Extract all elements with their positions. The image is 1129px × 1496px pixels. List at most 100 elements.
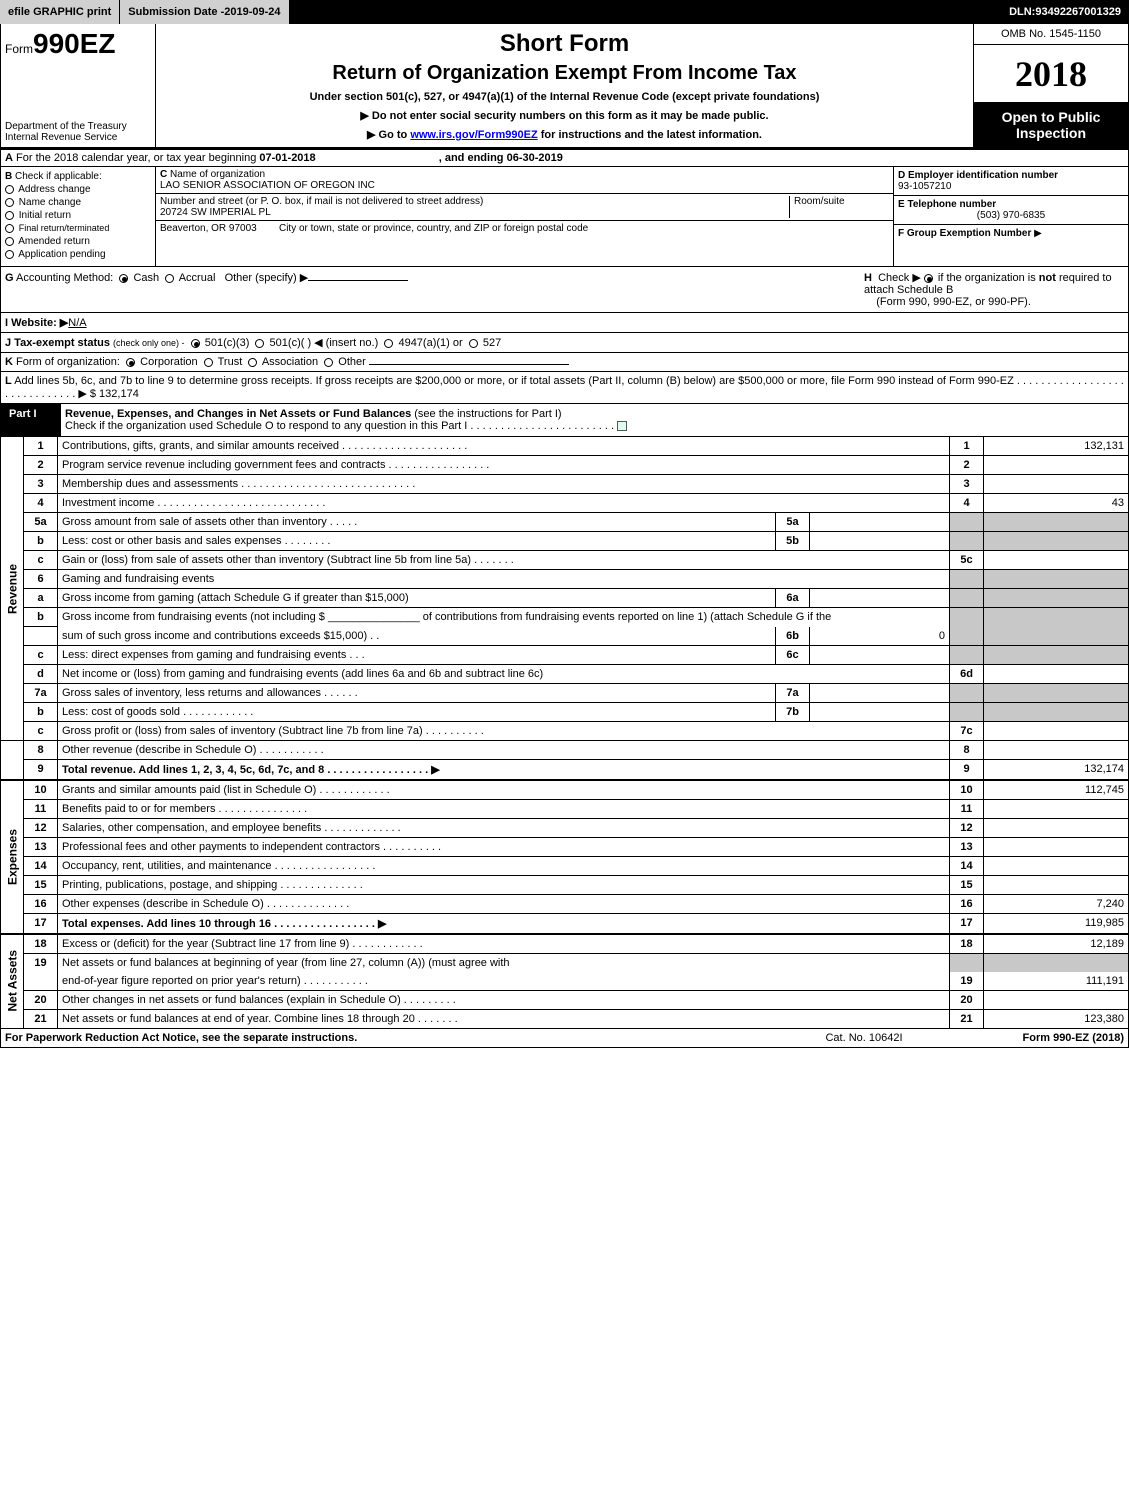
desc-19b: end-of-year figure reported on prior yea… [58, 972, 950, 991]
check-label-3: Final return/terminated [19, 223, 110, 233]
header-center: Short Form Return of Organization Exempt… [156, 24, 973, 147]
desc-5b: Less: cost or other basis and sales expe… [58, 532, 776, 551]
outln-8: 8 [950, 740, 984, 759]
val-13 [984, 837, 1129, 856]
radio-501c3[interactable] [191, 339, 200, 348]
outln-10: 10 [950, 780, 984, 800]
check-h[interactable] [924, 274, 933, 283]
line-10: Expenses 10 Grants and similar amounts p… [1, 780, 1129, 800]
addr-label: Number and street (or P. O. box, if mail… [160, 196, 483, 207]
row-j-tax-exempt: J Tax-exempt status (check only one) - 5… [0, 333, 1129, 353]
desc-12: Salaries, other compensation, and employ… [58, 818, 950, 837]
efile-print-button[interactable]: efile GRAPHIC print [0, 0, 120, 24]
label-j: J Tax-exempt status [5, 337, 110, 349]
other-specify-field[interactable] [308, 280, 408, 281]
opt-other-org: Other [338, 356, 366, 368]
outln-12: 12 [950, 818, 984, 837]
label-c: C [160, 169, 167, 180]
val-2 [984, 456, 1129, 475]
line-7b: b Less: cost of goods sold . . . . . . .… [1, 702, 1129, 721]
ln-19: 19 [24, 953, 58, 972]
line-2: 2 Program service revenue including gove… [1, 456, 1129, 475]
midln-7a: 7a [776, 683, 810, 702]
val-9: 132,174 [984, 759, 1129, 780]
form-prefix: Form [5, 42, 33, 56]
form-990ez: 990EZ [33, 28, 116, 59]
check-final-return[interactable] [5, 224, 14, 233]
check-initial-return[interactable] [5, 211, 14, 220]
desc-1: Contributions, gifts, grants, and simila… [58, 437, 950, 456]
radio-assoc[interactable] [248, 358, 257, 367]
other-org-field[interactable] [369, 364, 569, 365]
outln-7c: 7c [950, 721, 984, 740]
note-ssn: ▶ Do not enter social security numbers o… [162, 109, 967, 122]
val-1: 132,131 [984, 437, 1129, 456]
ln-4: 4 [24, 494, 58, 513]
check-address-change[interactable] [5, 185, 14, 194]
line-1: Revenue 1 Contributions, gifts, grants, … [1, 437, 1129, 456]
ln-7a: 7a [24, 683, 58, 702]
f-arrow: ▶ [1034, 228, 1042, 239]
line-7a: 7a Gross sales of inventory, less return… [1, 683, 1129, 702]
midval-5a [810, 513, 950, 532]
radio-501c[interactable] [255, 339, 264, 348]
website-value: N/A [68, 317, 86, 329]
open-public-1: Open to Public [980, 109, 1122, 125]
outln-13: 13 [950, 837, 984, 856]
return-title: Return of Organization Exempt From Incom… [162, 62, 967, 85]
desc-20: Other changes in net assets or fund bala… [58, 990, 950, 1009]
row-i-website: I Website: ▶N/A [0, 313, 1129, 333]
irs-link[interactable]: www.irs.gov/Form990EZ [410, 129, 537, 141]
other-specify: Other (specify) ▶ [225, 272, 309, 284]
part1-checkbox[interactable] [617, 421, 627, 431]
radio-accrual[interactable] [165, 274, 174, 283]
outln-6c-shaded [950, 645, 984, 664]
line-6d: d Net income or (loss) from gaming and f… [1, 664, 1129, 683]
check-label-5: Application pending [18, 249, 105, 260]
radio-527[interactable] [469, 339, 478, 348]
check-application-pending[interactable] [5, 250, 14, 259]
val-6c-shaded [984, 645, 1129, 664]
radio-trust[interactable] [204, 358, 213, 367]
col-b-center: C Name of organization LAO SENIOR ASSOCI… [156, 167, 893, 266]
check-name-change[interactable] [5, 198, 14, 207]
desc-6: Gaming and fundraising events [58, 570, 950, 589]
ein-value: 93-1057210 [898, 181, 951, 192]
desc-17: Total expenses. Add lines 10 through 16 … [58, 913, 950, 934]
col-b-checkboxes: B Check if applicable: Address change Na… [1, 167, 156, 266]
desc-13: Professional fees and other payments to … [58, 837, 950, 856]
line-13: 13 Professional fees and other payments … [1, 837, 1129, 856]
outln-6d: 6d [950, 664, 984, 683]
desc-4: Investment income . . . . . . . . . . . … [58, 494, 950, 513]
room-suite-label: Room/suite [789, 196, 889, 218]
val-17: 119,985 [984, 913, 1129, 934]
desc-10: Grants and similar amounts paid (list in… [58, 780, 950, 800]
radio-other-org[interactable] [324, 358, 333, 367]
ln-6d: d [24, 664, 58, 683]
radio-corp[interactable] [126, 358, 135, 367]
ln-9: 9 [24, 759, 58, 780]
f-label: F Group Exemption Number [898, 228, 1031, 239]
desc-9: Total revenue. Add lines 1, 2, 3, 4, 5c,… [58, 759, 950, 780]
outln-7a-shaded [950, 683, 984, 702]
desc-18: Excess or (deficit) for the year (Subtra… [58, 934, 950, 954]
desc-6b: Gross income from fundraising events (no… [58, 608, 950, 627]
val-15 [984, 875, 1129, 894]
ln-20: 20 [24, 990, 58, 1009]
cash-label: Cash [133, 272, 159, 284]
desc-2: Program service revenue including govern… [58, 456, 950, 475]
midln-6c: 6c [776, 645, 810, 664]
line-9: 9 Total revenue. Add lines 1, 2, 3, 4, 5… [1, 759, 1129, 780]
check-amended-return[interactable] [5, 237, 14, 246]
radio-4947[interactable] [384, 339, 393, 348]
ln-11: 11 [24, 799, 58, 818]
h-text2: if the organization is [938, 272, 1039, 284]
top-bar: efile GRAPHIC print Submission Date - 20… [0, 0, 1129, 24]
radio-cash[interactable] [119, 274, 128, 283]
opt-trust: Trust [218, 356, 243, 368]
val-14 [984, 856, 1129, 875]
check-label-4: Amended return [18, 236, 90, 247]
midval-6b: 0 [810, 627, 950, 646]
ln-5a: 5a [24, 513, 58, 532]
desc-6b2: sum of such gross income and contributio… [58, 627, 776, 646]
